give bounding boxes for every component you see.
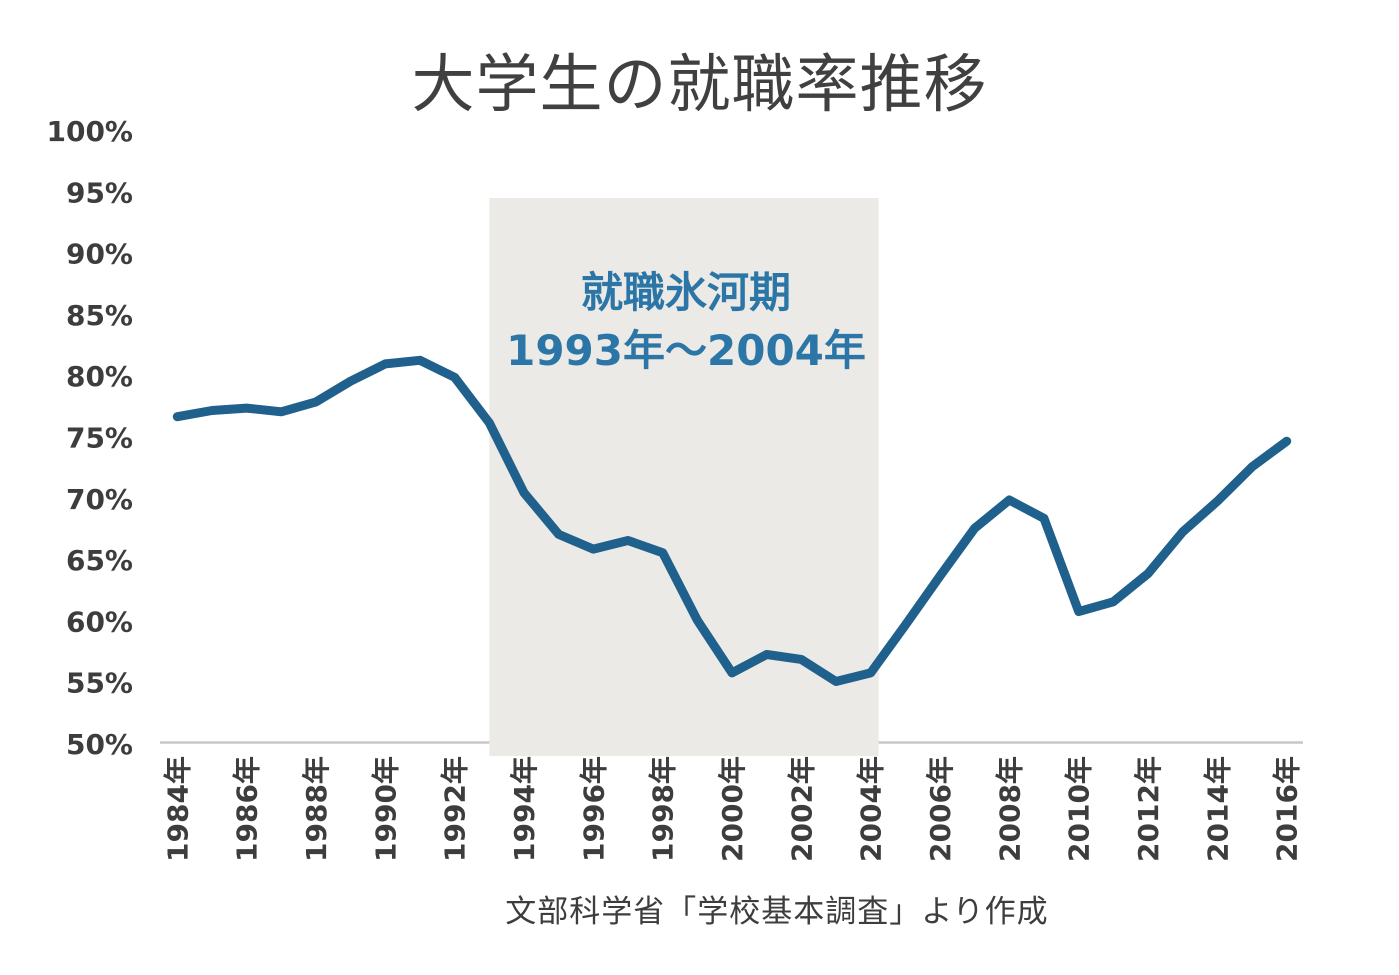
x-axis-tick-label: 1992年 (439, 756, 472, 862)
y-axis-tick-label: 95% (66, 176, 133, 209)
x-axis-tick-label: 1994年 (508, 756, 541, 862)
x-axis-tick-label: 2012年 (1132, 756, 1165, 862)
chart-title: 大学生の就職率推移 (411, 48, 988, 121)
x-axis-tick-label: 2008年 (993, 756, 1026, 862)
y-axis-tick-label: 80% (66, 360, 133, 393)
y-axis-tick-label: 75% (66, 422, 133, 455)
source-note: 文部科学省「学校基本調査」より作成 (505, 894, 1049, 930)
y-axis-tick-label: 65% (66, 544, 133, 577)
y-axis-tick-label: 60% (66, 605, 133, 638)
x-axis-tick-label: 2006年 (924, 756, 957, 862)
y-axis-tick-label: 90% (66, 238, 133, 271)
x-axis-tick-label: 1998年 (647, 756, 680, 862)
x-axis-tick-label: 2004年 (855, 756, 888, 862)
y-axis-tick-label: 100% (46, 115, 133, 148)
x-axis-tick-label: 1984年 (161, 756, 194, 862)
y-axis-tick-label: 85% (66, 299, 133, 332)
y-axis-tick-label: 50% (66, 728, 133, 761)
x-axis-tick-label: 2010年 (1063, 756, 1096, 862)
x-axis-tick-label: 2014年 (1201, 756, 1234, 862)
x-axis-tick-label: 1996年 (577, 756, 610, 862)
employment-rate-line (172, 355, 1292, 686)
x-axis-tick-label: 1988年 (300, 756, 333, 862)
ice-age-annotation: 就職氷河期 1993年〜2004年 (506, 264, 866, 380)
x-axis-tick-label: 2000年 (716, 756, 749, 862)
ice-age-annotation-line1: 就職氷河期 (580, 268, 792, 317)
y-axis-tick-label: 70% (66, 483, 133, 516)
x-axis-tick-label: 1990年 (369, 756, 402, 862)
x-axis-tick-label: 2016年 (1271, 756, 1304, 862)
ice-age-annotation-line2: 1993年〜2004年 (506, 325, 866, 375)
x-axis-tick-label: 1986年 (231, 756, 264, 862)
x-axis-tick-label: 2002年 (785, 756, 818, 862)
y-axis-tick-label: 55% (66, 667, 133, 700)
